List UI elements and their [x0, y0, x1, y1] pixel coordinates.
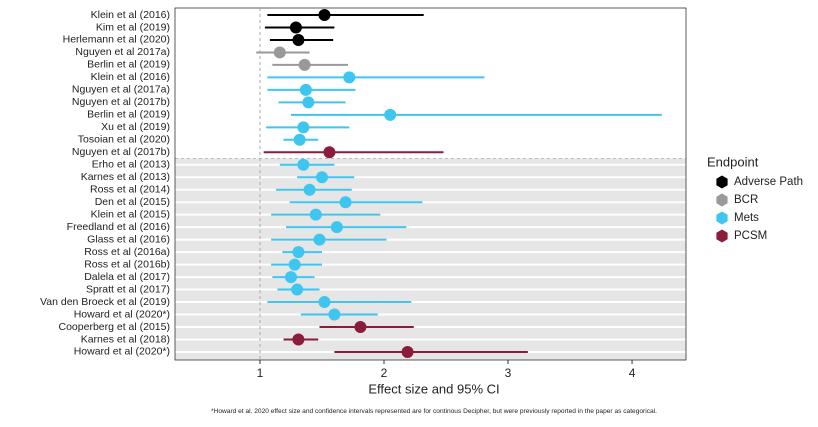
point [354, 321, 367, 333]
y-tick-label: Van den Broeck et al (2019) [40, 296, 170, 308]
point [297, 158, 310, 171]
footnote: *Howard et al. 2020 effect size and conf… [211, 408, 657, 415]
point [339, 196, 352, 209]
y-tick-label: Nguyen et al 2017a) [75, 46, 170, 58]
point [299, 83, 312, 96]
point [291, 283, 304, 296]
point [292, 246, 305, 259]
y-tick-label: Xu et al (2019) [101, 121, 170, 133]
point [401, 345, 414, 358]
x-tick-label: 2 [381, 366, 388, 380]
point [303, 183, 316, 196]
point [318, 296, 331, 309]
y-tick-label: Kim et al (2019) [96, 21, 170, 33]
y-tick-label: Herlemann et al (2020) [63, 34, 170, 46]
x-axis-label: Effect size and 95% CI [368, 381, 499, 396]
y-tick-label: Ross et al (2016a) [84, 246, 170, 258]
x-tick-label: 1 [257, 366, 264, 380]
y-tick-label: Glass et al (2016) [87, 233, 170, 245]
y-tick-label: Klein et al (2016) [91, 71, 170, 83]
x-tick-label: 3 [505, 366, 512, 380]
point [293, 133, 306, 146]
y-tick-label: Erho et al (2013) [92, 159, 170, 171]
y-tick-label: Klein et al (2016) [91, 9, 170, 21]
legend-marker [716, 193, 728, 207]
y-tick-label: Klein et al (2015) [91, 208, 170, 220]
point [297, 121, 310, 134]
point [289, 21, 302, 34]
panel-frame [174, 7, 687, 361]
point [343, 71, 356, 84]
y-tick-label: Spratt et al (2017) [86, 283, 170, 295]
y-tick-label: Karnes et al (2013) [81, 171, 170, 183]
legend-marker [716, 211, 728, 225]
legend-marker [716, 229, 728, 243]
y-tick-label: Nguyen et al (2017b) [72, 96, 170, 108]
x-tick-label: 4 [629, 366, 636, 380]
y-tick-label: Ross et al (2014) [90, 184, 170, 196]
y-tick-label: Ross et al (2016b) [84, 258, 170, 270]
point [330, 221, 343, 234]
y-tick-label: Den et al (2015) [95, 196, 170, 208]
legend-label: Mets [734, 212, 759, 224]
y-tick-label: Howard et al (2020*) [74, 308, 170, 320]
legend-title: Endpoint [707, 154, 759, 169]
point [288, 258, 301, 271]
y-tick-label: Nguyen et al (2017a) [72, 84, 170, 96]
point [328, 308, 341, 321]
y-tick-label: Karnes et al (2018) [81, 333, 170, 345]
y-tick-label: Freedland et al (2016) [67, 221, 170, 233]
point [313, 233, 326, 246]
y-tick-label: Cooperberg et al (2015) [59, 321, 171, 333]
y-tick-label: Nguyen et al (2017b) [72, 146, 170, 158]
point [318, 9, 331, 21]
point [284, 271, 297, 284]
y-tick-label: Berlin et al (2019) [87, 109, 170, 121]
point [273, 46, 286, 59]
point [323, 146, 336, 159]
y-tick-label: Tosoian et al (2020) [78, 134, 170, 146]
point [292, 333, 305, 346]
point [315, 171, 328, 184]
y-tick-label: Dalela et al (2017) [84, 271, 170, 283]
y-tick-label: Howard et al (2020*) [74, 346, 170, 358]
legend-marker [716, 175, 728, 189]
point [292, 33, 305, 46]
point [309, 208, 322, 221]
point [298, 58, 311, 71]
legend-label: PCSM [734, 230, 767, 242]
point [302, 96, 315, 109]
point [384, 108, 397, 121]
legend-label: Adverse Path [734, 176, 803, 188]
legend-label: BCR [734, 194, 758, 206]
y-tick-label: Berlin et al (2019) [87, 59, 170, 71]
